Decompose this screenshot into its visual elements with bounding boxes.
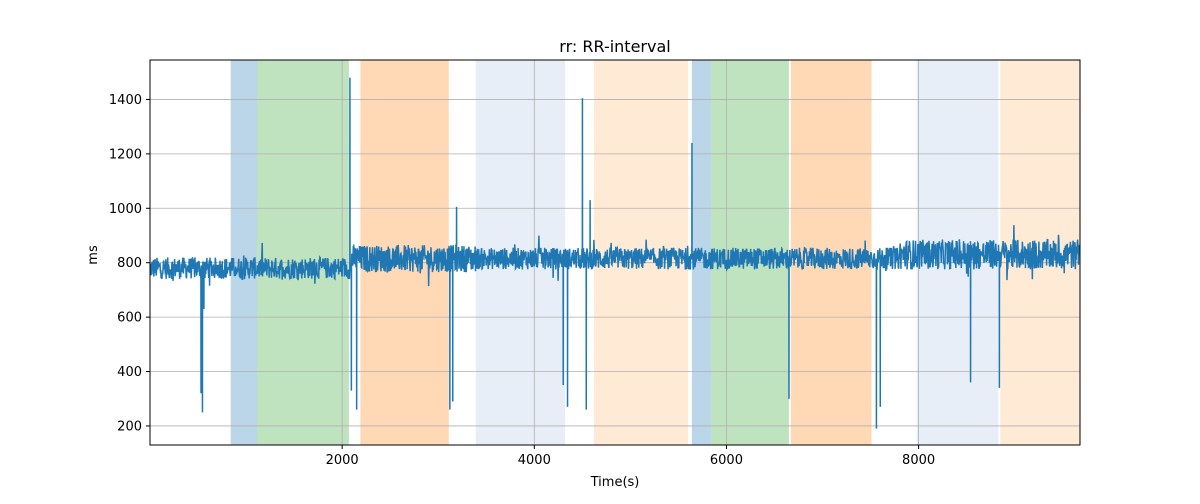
y-tick-label-200: 200 <box>117 419 142 434</box>
x-tick-label-8000: 8000 <box>902 453 935 468</box>
y-tick-label-1000: 1000 <box>109 202 142 217</box>
band-1 <box>257 60 349 445</box>
plot-frame <box>149 59 1081 446</box>
x-tick-label-2000: 2000 <box>326 453 359 468</box>
y-tick-label-1400: 1400 <box>109 93 142 108</box>
x-tick-label-6000: 6000 <box>710 453 743 468</box>
y-tick-label-400: 400 <box>117 365 142 380</box>
chart-title: rr: RR-interval <box>559 37 670 56</box>
axes: 2000 4000 6000 8000 200 400 600 800 1000 1200 1400 <box>109 59 1081 468</box>
rr-series <box>150 77 1080 429</box>
band-0 <box>230 60 258 445</box>
x-axis-label: Time(s) <box>590 475 640 490</box>
rr-line <box>150 77 1080 429</box>
y-tick-label-800: 800 <box>117 256 142 271</box>
y-tick-label-600: 600 <box>117 311 142 326</box>
x-tick-label-4000: 4000 <box>518 453 551 468</box>
y-axis-label: ms <box>86 245 101 265</box>
y-tick-label-1200: 1200 <box>109 147 142 162</box>
